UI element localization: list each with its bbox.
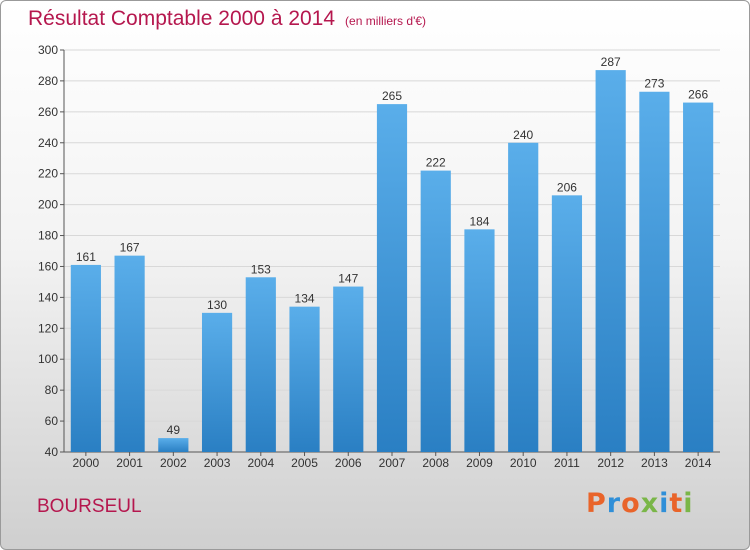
- proxiti-letter: P: [586, 488, 607, 519]
- bar-2003: [201, 312, 233, 452]
- bar-2002: [158, 438, 189, 452]
- bar-2005: [289, 306, 320, 452]
- x-tick-label-2010: 2010: [510, 456, 537, 470]
- bar-2000: [70, 264, 101, 452]
- data-label-2002: 49: [167, 423, 181, 437]
- x-tick-label-2006: 2006: [335, 456, 362, 470]
- data-label-2007: 265: [382, 89, 402, 103]
- data-label-2008: 222: [426, 156, 446, 170]
- data-label-2000: 161: [76, 250, 96, 264]
- data-label-2012: 287: [601, 55, 621, 69]
- data-label-2011: 206: [557, 180, 577, 194]
- data-label-2014: 266: [688, 88, 708, 102]
- commune-name: BOURSEUL: [37, 496, 142, 517]
- x-tick-label-2011: 2011: [554, 456, 580, 470]
- bars: [70, 70, 714, 453]
- chart-title: Résultat Comptable 2000 à 2014 (en millie…: [28, 7, 426, 31]
- bar-2008: [420, 170, 451, 452]
- y-tick-label: 140: [38, 290, 58, 304]
- data-labels: 161 167 49 130 153 134 147 265 222 184 240 206 287 27…: [76, 55, 709, 437]
- x-tick-label-2008: 2008: [422, 456, 449, 470]
- bar-2012: [595, 70, 626, 452]
- proxiti-letter: i: [659, 488, 670, 519]
- y-tick-label: 280: [38, 74, 58, 88]
- y-tick-labels: 40 60 80 100 120 140 160 180 200 220 240 260 280 300: [38, 43, 58, 459]
- y-tick-label: 160: [38, 259, 58, 273]
- data-label-2010: 240: [513, 128, 533, 142]
- bar-2013: [639, 91, 670, 452]
- data-label-2001: 167: [120, 241, 140, 255]
- data-label-2003: 130: [207, 298, 227, 312]
- y-tick-label: 300: [38, 43, 58, 57]
- data-label-2013: 273: [644, 77, 664, 91]
- y-tick-label: 60: [45, 414, 59, 428]
- y-tick-label: 200: [38, 198, 58, 212]
- proxiti-logo: Proxiti: [586, 488, 694, 519]
- proxiti-letter: r: [606, 488, 622, 519]
- bar-2001: [114, 255, 145, 452]
- bar-2004: [245, 277, 276, 452]
- data-label-2009: 184: [469, 214, 489, 228]
- y-tick-label: 80: [45, 383, 59, 397]
- x-tick-label-2004: 2004: [247, 456, 274, 470]
- y-tick-label: 120: [38, 321, 58, 335]
- x-tick-label-2000: 2000: [73, 456, 100, 470]
- y-tick-label: 180: [38, 229, 58, 243]
- x-tick-label-2001: 2001: [116, 456, 143, 470]
- y-tick-label: 40: [45, 445, 59, 459]
- data-label-2004: 153: [251, 262, 271, 276]
- x-tick-label-2003: 2003: [204, 456, 231, 470]
- x-tick-label-2014: 2014: [685, 456, 712, 470]
- proxiti-letter: o: [621, 488, 641, 519]
- proxiti-letter: i: [683, 488, 694, 519]
- data-label-2006: 147: [338, 272, 358, 286]
- chart-subtitle: (en milliers d'€): [345, 14, 427, 28]
- x-tick-label-2007: 2007: [379, 456, 406, 470]
- bar-2006: [333, 286, 364, 452]
- chart-title-text: Résultat Comptable 2000 à 2014: [28, 7, 336, 30]
- x-tick-label-2005: 2005: [291, 456, 318, 470]
- data-label-2005: 134: [295, 292, 315, 306]
- bar-2011: [551, 195, 583, 453]
- x-tick-labels: 2000 2001 2002 2003 2004 2005 2006 2007 2008 2009…: [73, 456, 712, 470]
- x-tick-label-2002: 2002: [160, 456, 187, 470]
- x-tick-label-2009: 2009: [466, 456, 493, 470]
- bar-2009: [464, 229, 495, 452]
- y-tick-label: 220: [38, 167, 58, 181]
- x-tick-label-2012: 2012: [597, 456, 624, 470]
- proxiti-letter: x: [640, 488, 660, 519]
- bar-2007: [376, 104, 408, 452]
- x-tick-label-2013: 2013: [641, 456, 668, 470]
- y-tick-label: 260: [38, 105, 58, 119]
- bar-2010: [508, 142, 539, 452]
- y-tick-label: 240: [38, 136, 58, 150]
- y-tick-label: 100: [38, 352, 58, 366]
- bar-2014: [683, 102, 714, 453]
- proxiti-letter: t: [669, 488, 684, 519]
